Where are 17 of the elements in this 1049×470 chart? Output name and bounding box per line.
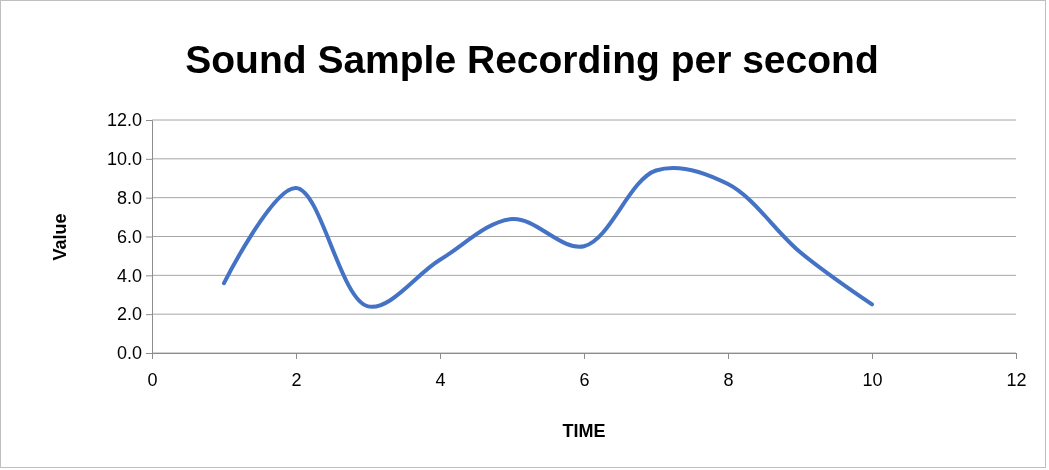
x-axis-title: TIME xyxy=(562,421,606,441)
x-tick-label: 8 xyxy=(723,369,734,390)
y-tick-label: 10.0 xyxy=(106,149,142,170)
x-tick-label: 4 xyxy=(435,369,446,390)
x-tick-label: 0 xyxy=(147,369,158,390)
chart-title: Sound Sample Recording per second xyxy=(185,38,879,81)
y-tick-label: 6.0 xyxy=(116,226,142,247)
y-tick-label: 12.0 xyxy=(106,110,142,131)
x-tick-label: 10 xyxy=(862,369,883,390)
x-tick-label: 6 xyxy=(579,369,590,390)
y-axis-title: Value xyxy=(50,213,70,261)
y-tick-label: 2.0 xyxy=(116,304,142,325)
x-tick-label: 12 xyxy=(1006,369,1027,390)
y-tick-label: 8.0 xyxy=(116,187,142,208)
x-tick-label: 2 xyxy=(291,369,302,390)
y-tick-label: 4.0 xyxy=(116,265,142,286)
y-tick-label: 0.0 xyxy=(116,343,142,364)
